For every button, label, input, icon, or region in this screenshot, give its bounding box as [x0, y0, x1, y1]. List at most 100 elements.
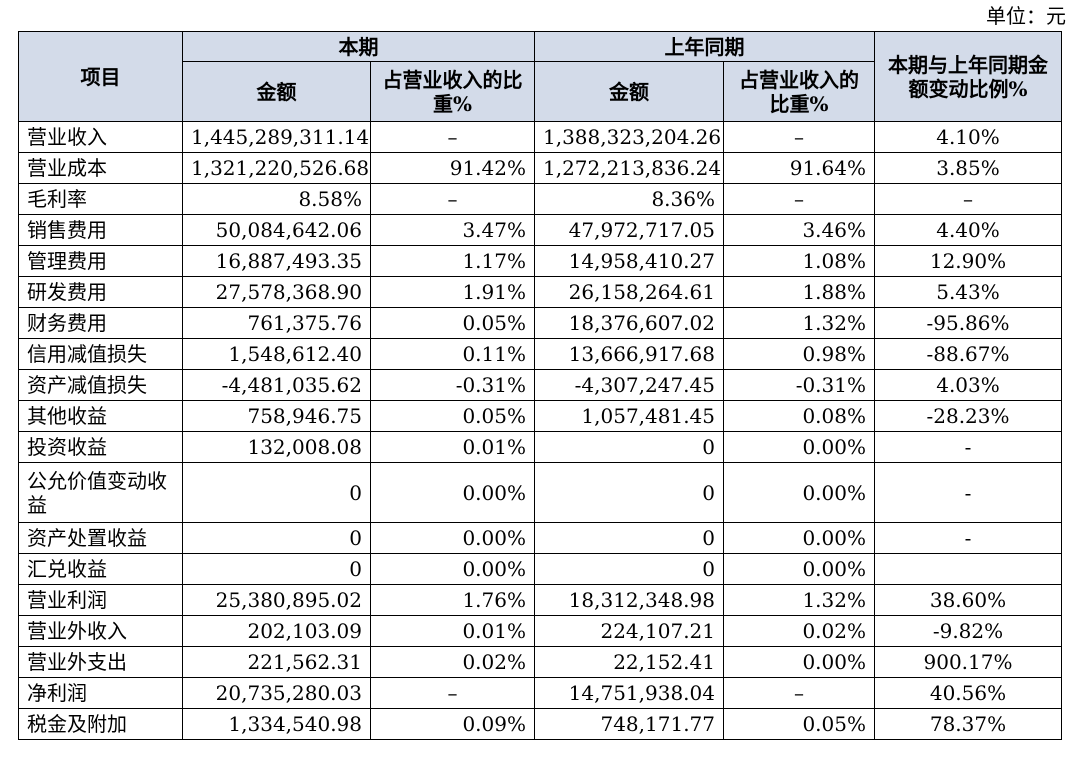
- header-prior-period: 上年同期: [534, 31, 875, 62]
- table-row: 净利润 20,735,280.03–14,751,938.04–40.56%: [18, 677, 1062, 709]
- current-amount-cell: 8.58%: [182, 183, 371, 215]
- prior-amount-cell: 47,972,717.05: [534, 214, 724, 246]
- change-ratio-cell: -88.67%: [874, 338, 1062, 370]
- current-ratio-cell: 0.00%: [370, 522, 535, 554]
- row-label: 毛利率: [18, 183, 183, 215]
- prior-amount-cell: 1,272,213,836.24: [534, 152, 724, 184]
- row-label: 销售费用: [18, 214, 183, 246]
- current-amount-cell: 1,321,220,526.68: [182, 152, 371, 184]
- change-ratio-cell: -: [874, 462, 1062, 523]
- current-amount-cell: 1,445,289,311.14: [182, 121, 371, 153]
- prior-ratio-cell: –: [723, 183, 875, 215]
- header-item: 项目: [18, 31, 183, 122]
- prior-ratio-cell: 91.64%: [723, 152, 875, 184]
- change-ratio-cell: 38.60%: [874, 584, 1062, 616]
- current-ratio-cell: 91.42%: [370, 152, 535, 184]
- prior-amount-cell: 224,107.21: [534, 615, 724, 647]
- change-ratio-cell: -28.23%: [874, 400, 1062, 432]
- change-ratio-cell: -: [874, 522, 1062, 554]
- current-ratio-cell: 1.17%: [370, 245, 535, 277]
- row-label: 税金及附加: [18, 708, 183, 740]
- header-current-amount: 金额: [182, 61, 371, 122]
- current-amount-cell: 50,084,642.06: [182, 214, 371, 246]
- prior-ratio-cell: –: [723, 677, 875, 709]
- prior-ratio-cell: 0.08%: [723, 400, 875, 432]
- change-ratio-cell: 4.40%: [874, 214, 1062, 246]
- change-ratio-cell: 12.90%: [874, 245, 1062, 277]
- current-amount-cell: 27,578,368.90: [182, 276, 371, 308]
- row-label: 营业外支出: [18, 646, 183, 678]
- row-label: 资产处置收益: [18, 522, 183, 554]
- table-row: 营业收入 1,445,289,311.14–1,388,323,204.26–4.…: [18, 121, 1062, 153]
- change-ratio-cell: 3.85%: [874, 152, 1062, 184]
- current-amount-cell: 1,334,540.98: [182, 708, 371, 740]
- table-body: 营业收入 1,445,289,311.14–1,388,323,204.26–4.…: [18, 121, 1062, 740]
- row-label: 信用减值损失: [18, 338, 183, 370]
- current-ratio-cell: 0.01%: [370, 431, 535, 463]
- table-row: 营业外收入 202,103.09 0.01% 224,107.21 0.02% -9.82…: [18, 615, 1062, 647]
- change-ratio-cell: 4.03%: [874, 369, 1062, 401]
- current-amount-cell: 132,008.08: [182, 431, 371, 463]
- current-amount-cell: 202,103.09: [182, 615, 371, 647]
- header-prior-amount: 金额: [534, 61, 724, 122]
- prior-amount-cell: 0: [534, 462, 724, 523]
- prior-ratio-cell: -0.31%: [723, 369, 875, 401]
- current-ratio-cell: 3.47%: [370, 214, 535, 246]
- change-ratio-cell: [874, 553, 1062, 585]
- row-label: 资产减值损失: [18, 369, 183, 401]
- current-amount-cell: 16,887,493.35: [182, 245, 371, 277]
- row-label: 管理费用: [18, 245, 183, 277]
- prior-ratio-cell: 1.88%: [723, 276, 875, 308]
- table-row: 资产处置收益 0 0.00% 0 0.00% -: [18, 522, 1062, 554]
- prior-ratio-cell: 1.32%: [723, 307, 875, 339]
- current-ratio-cell: –: [370, 121, 535, 153]
- current-amount-cell: 0: [182, 553, 371, 585]
- header-current-ratio: 占营业收入的比重%: [370, 61, 535, 122]
- change-ratio-cell: 40.56%: [874, 677, 1062, 709]
- prior-ratio-cell: –: [723, 121, 875, 153]
- row-label: 营业外收入: [18, 615, 183, 647]
- table-row: 其他收益 758,946.75 0.05% 1,057,481.45 0.08% -28.…: [18, 400, 1062, 432]
- row-label: 净利润: [18, 677, 183, 709]
- header-current-period: 本期: [182, 31, 535, 62]
- header-change-ratio: 本期与上年同期金额变动比例%: [874, 31, 1062, 122]
- unit-label: 单位：元: [986, 4, 1066, 28]
- current-amount-cell: 20,735,280.03: [182, 677, 371, 709]
- prior-ratio-cell: 0.00%: [723, 462, 875, 523]
- table-row: 信用减值损失 1,548,612.40 0.11% 13,666,917.68 0.98…: [18, 338, 1062, 370]
- prior-ratio-cell: 0.00%: [723, 431, 875, 463]
- prior-amount-cell: 18,376,607.02: [534, 307, 724, 339]
- prior-amount-cell: 1,057,481.45: [534, 400, 724, 432]
- current-amount-cell: -4,481,035.62: [182, 369, 371, 401]
- table-row: 汇兑收益 0 0.00% 0 0.00%: [18, 553, 1062, 585]
- table-row: 资产减值损失 -4,481,035.62 -0.31% -4,307,247.45 -0…: [18, 369, 1062, 401]
- current-ratio-cell: 0.09%: [370, 708, 535, 740]
- prior-amount-cell: 1,388,323,204.26: [534, 121, 724, 153]
- table-row: 营业成本 1,321,220,526.68 91.42% 1,272,213,836.…: [18, 152, 1062, 184]
- row-label: 营业收入: [18, 121, 183, 153]
- prior-amount-cell: 748,171.77: [534, 708, 724, 740]
- current-amount-cell: 25,380,895.02: [182, 584, 371, 616]
- table-row: 税金及附加 1,334,540.98 0.09% 748,171.77 0.05% 78.…: [18, 708, 1062, 740]
- prior-amount-cell: 8.36%: [534, 183, 724, 215]
- prior-ratio-cell: 3.46%: [723, 214, 875, 246]
- prior-ratio-cell: 0.02%: [723, 615, 875, 647]
- table-row: 公允价值变动收益 0 0.00% 0 0.00% -: [18, 462, 1062, 523]
- current-ratio-cell: 0.05%: [370, 307, 535, 339]
- row-label: 其他收益: [18, 400, 183, 432]
- financial-table: 项目 本期 上年同期 本期与上年同期金额变动比例% 金额 占营业收入的比重% 金…: [18, 31, 1062, 740]
- prior-ratio-cell: 1.08%: [723, 245, 875, 277]
- row-label: 投资收益: [18, 431, 183, 463]
- current-amount-cell: 758,946.75: [182, 400, 371, 432]
- prior-ratio-cell: 0.00%: [723, 553, 875, 585]
- row-label: 研发费用: [18, 276, 183, 308]
- prior-ratio-cell: 1.32%: [723, 584, 875, 616]
- table-row: 财务费用 761,375.76 0.05% 18,376,607.02 1.32% -95…: [18, 307, 1062, 339]
- change-ratio-cell: –: [874, 183, 1062, 215]
- prior-amount-cell: 0: [534, 522, 724, 554]
- row-label: 公允价值变动收益: [18, 462, 183, 523]
- prior-amount-cell: 14,751,938.04: [534, 677, 724, 709]
- table-row: 研发费用 27,578,368.90 1.91% 26,158,264.61 1.88%…: [18, 276, 1062, 308]
- change-ratio-cell: 4.10%: [874, 121, 1062, 153]
- change-ratio-cell: 78.37%: [874, 708, 1062, 740]
